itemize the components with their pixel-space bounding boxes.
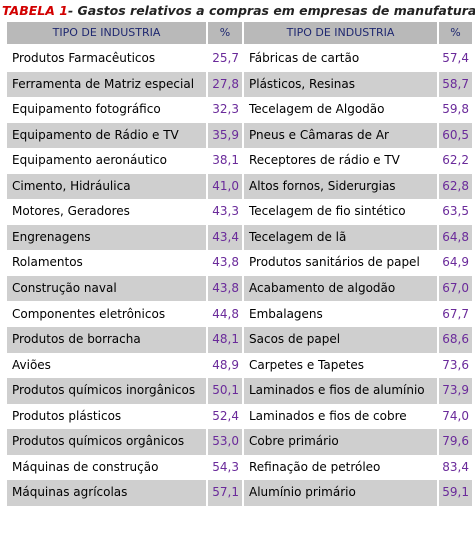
industry-right-cell: Produtos sanitários de papel bbox=[244, 250, 437, 276]
industry-right-cell: Acabamento de algodão bbox=[244, 275, 437, 302]
table-title-text: - Gastos relativos a compras em empresas… bbox=[68, 3, 475, 18]
percent-right-cell: 63,5 bbox=[439, 199, 472, 225]
table-row: Equipamento fotográfico 32,3 Tecelagem de … bbox=[7, 97, 472, 123]
percent-left-cell: 43,8 bbox=[208, 275, 242, 302]
industry-right-cell: Refinação de petróleo bbox=[244, 454, 437, 481]
industry-left-cell: Engrenagens bbox=[7, 224, 206, 251]
table-row: Produtos químicos inorgânicos 50,1 Laminad… bbox=[7, 378, 472, 404]
percent-left-cell: 27,8 bbox=[208, 71, 242, 98]
industry-left-cell: Cimento, Hidráulica bbox=[7, 173, 206, 200]
industry-left-cell: Equipamento de Rádio e TV bbox=[7, 122, 206, 149]
industry-right-cell: Altos fornos, Siderurgias bbox=[244, 173, 437, 200]
header-percent-left: % bbox=[208, 22, 242, 44]
header-percent-right: % bbox=[439, 22, 472, 44]
percent-left-cell: 43,4 bbox=[208, 224, 242, 251]
percent-right-cell: 67,0 bbox=[439, 275, 472, 302]
percent-left-cell: 44,8 bbox=[208, 301, 242, 328]
industry-left-cell: Produtos plásticos bbox=[7, 403, 206, 430]
industry-left-cell: Produtos químicos orgânicos bbox=[7, 429, 206, 455]
industry-right-cell: Carpetes e Tapetes bbox=[244, 352, 437, 379]
table-row: Cimento, Hidráulica 41,0 Altos fornos, Sid… bbox=[7, 173, 472, 200]
table-row: Rolamentos 43,8 Produtos sanitários de pap… bbox=[7, 250, 472, 276]
percent-right-cell: 64,9 bbox=[439, 250, 472, 276]
percent-right-cell: 59,1 bbox=[439, 480, 472, 506]
industry-left-cell: Rolamentos bbox=[7, 250, 206, 276]
table-row: Equipamento aeronáutico 38,1 Receptores de… bbox=[7, 148, 472, 174]
table-row: Equipamento de Rádio e TV 35,9 Pneus e Câm… bbox=[7, 122, 472, 149]
industry-right-cell: Plásticos, Resinas bbox=[244, 71, 437, 98]
percent-left-cell: 50,1 bbox=[208, 378, 242, 404]
table-row: Máquinas agrícolas 57,1 Alumínio primário 5… bbox=[7, 480, 472, 506]
industry-right-cell: Embalagens bbox=[244, 301, 437, 328]
percent-left-cell: 54,3 bbox=[208, 454, 242, 481]
industry-right-cell: Fábricas de cartão bbox=[244, 46, 437, 72]
table-row: Ferramenta de Matriz especial 27,8 Plástic… bbox=[7, 71, 472, 98]
data-table: TIPO DE INDUSTRIA % TIPO DE INDUSTRIA % … bbox=[7, 22, 472, 528]
percent-left-cell: 48,9 bbox=[208, 352, 242, 379]
percent-right-cell: 59,8 bbox=[439, 97, 472, 123]
percent-right-cell: 79,6 bbox=[439, 429, 472, 455]
industry-right-cell: Laminados e fios de cobre bbox=[244, 403, 437, 430]
percent-left-cell: 57,1 bbox=[208, 480, 242, 506]
percent-right-cell: 58,7 bbox=[439, 71, 472, 98]
industry-right-cell: Alumínio primário bbox=[244, 480, 437, 506]
percent-right-cell: 73,6 bbox=[439, 352, 472, 379]
table-row: Produtos Farmacêuticos 25,7 Fábricas de ca… bbox=[7, 46, 472, 72]
percent-left-cell: 52,4 bbox=[208, 403, 242, 430]
industry-left-cell: Componentes eletrônicos bbox=[7, 301, 206, 328]
percent-right-cell: 83,4 bbox=[439, 454, 472, 481]
industry-left-cell: Produtos químicos inorgânicos bbox=[7, 378, 206, 404]
table-row: Produtos plásticos 52,4 Laminados e fios d… bbox=[7, 403, 472, 430]
industry-left-cell: Aviões bbox=[7, 352, 206, 379]
percent-right-cell: 68,6 bbox=[439, 327, 472, 353]
percent-left-cell: 38,1 bbox=[208, 148, 242, 174]
percent-left-cell: 41,0 bbox=[208, 173, 242, 200]
table-title-label: TABELA 1 bbox=[2, 3, 68, 18]
industry-right-cell: Tecelagem de lã bbox=[244, 224, 437, 251]
table-row: Construção naval 43,8 Acabamento de algodã… bbox=[7, 275, 472, 302]
industry-left-cell: Ferramenta de Matriz especial bbox=[7, 71, 206, 98]
industry-right-cell: Pneus e Câmaras de Ar bbox=[244, 122, 437, 149]
percent-right-cell: 67,7 bbox=[439, 301, 472, 328]
table-row: Aviões 48,9 Carpetes e Tapetes 73,6 bbox=[7, 352, 472, 379]
industry-right-cell: Receptores de rádio e TV bbox=[244, 148, 437, 174]
industry-left-cell: Motores, Geradores bbox=[7, 199, 206, 225]
table-row: Máquinas de construção 54,3 Refinação de p… bbox=[7, 454, 472, 481]
industry-right-cell: Tecelagem de Algodão bbox=[244, 97, 437, 123]
industry-left-cell: Máquinas agrícolas bbox=[7, 480, 206, 506]
industry-left-cell: Equipamento aeronáutico bbox=[7, 148, 206, 174]
percent-left-cell: 53,0 bbox=[208, 429, 242, 455]
percent-left-cell: 43,3 bbox=[208, 199, 242, 225]
table-row: Produtos de borracha 48,1 Sacos de papel 68… bbox=[7, 327, 472, 353]
percent-left-cell: 25,7 bbox=[208, 46, 242, 72]
table-row: Engrenagens 43,4 Tecelagem de lã 64,8 bbox=[7, 224, 472, 251]
industry-left-cell: Produtos de borracha bbox=[7, 327, 206, 353]
percent-left-cell: 43,8 bbox=[208, 250, 242, 276]
industry-left-cell: Construção naval bbox=[7, 275, 206, 302]
percent-right-cell: 74,0 bbox=[439, 403, 472, 430]
percent-right-cell: 57,4 bbox=[439, 46, 472, 72]
percent-left-cell: 32,3 bbox=[208, 97, 242, 123]
industry-left-cell: Produtos Farmacêuticos bbox=[7, 46, 206, 72]
percent-right-cell: 62,2 bbox=[439, 148, 472, 174]
table-row: Produtos químicos orgânicos 53,0 Cobre pri… bbox=[7, 429, 472, 455]
percent-right-cell: 60,5 bbox=[439, 122, 472, 149]
industry-right-cell: Laminados e fios de alumínio bbox=[244, 378, 437, 404]
header-industry-right: TIPO DE INDUSTRIA bbox=[244, 22, 437, 44]
industry-right-cell: Sacos de papel bbox=[244, 327, 437, 353]
percent-right-cell: 62,8 bbox=[439, 173, 472, 200]
industry-right-cell: Tecelagem de fio sintético bbox=[244, 199, 437, 225]
percent-left-cell: 35,9 bbox=[208, 122, 242, 149]
industry-right-cell: Cobre primário bbox=[244, 429, 437, 455]
header-industry-left: TIPO DE INDUSTRIA bbox=[7, 22, 206, 44]
percent-right-cell: 64,8 bbox=[439, 224, 472, 251]
table-title: TABELA 1- Gastos relativos a compras em … bbox=[2, 1, 475, 21]
percent-right-cell: 73,9 bbox=[439, 378, 472, 404]
industry-left-cell: Máquinas de construção bbox=[7, 454, 206, 481]
table-row: Motores, Geradores 43,3 Tecelagem de fio s… bbox=[7, 199, 472, 225]
table-header: TIPO DE INDUSTRIA % TIPO DE INDUSTRIA % bbox=[7, 22, 472, 44]
table-row: Componentes eletrônicos 44,8 Embalagens 67,… bbox=[7, 301, 472, 328]
industry-left-cell: Equipamento fotográfico bbox=[7, 97, 206, 123]
percent-left-cell: 48,1 bbox=[208, 327, 242, 353]
